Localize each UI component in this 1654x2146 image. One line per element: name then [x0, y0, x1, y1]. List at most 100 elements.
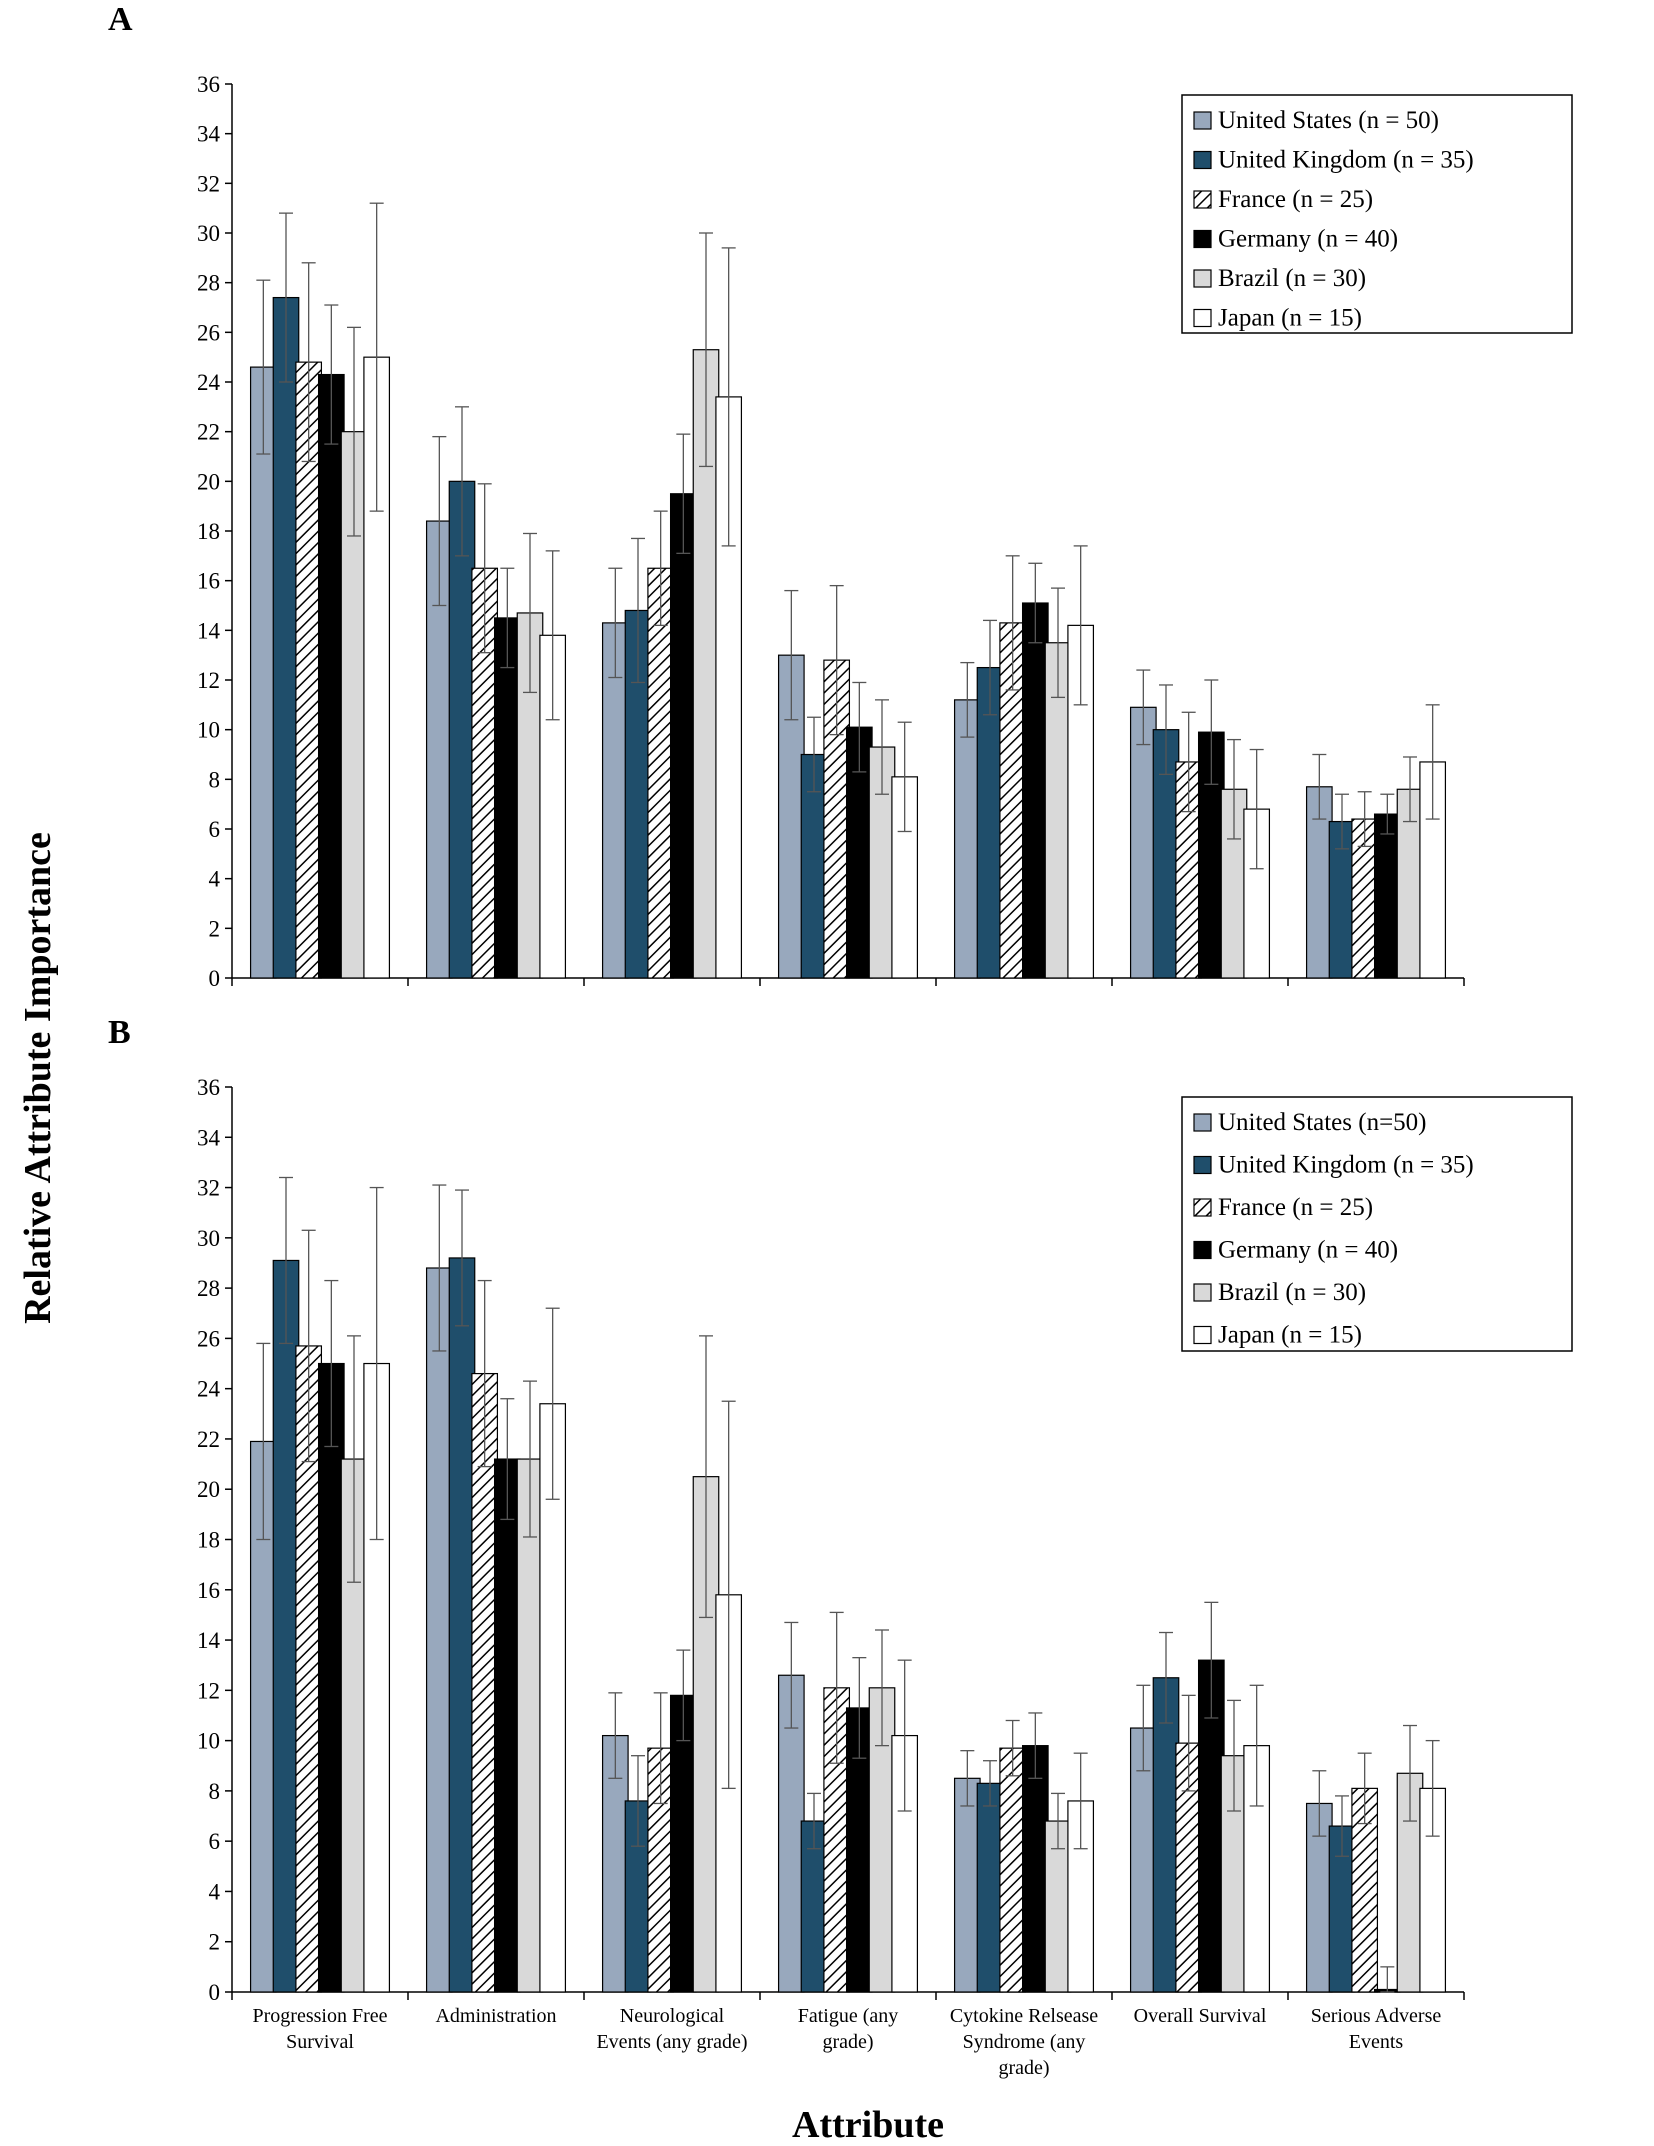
bar [272, 296, 300, 979]
x-tick-label: Fatigue (any [798, 2005, 899, 2027]
x-tick-label: grade) [998, 2057, 1049, 2079]
y-axis-label: Relative Attribute Importance [17, 832, 59, 1324]
y-tick-label: 34 [197, 1125, 221, 1150]
legend-label: France (n = 25) [1218, 1194, 1373, 1221]
legend-swatch [1193, 1283, 1212, 1302]
legend-box [1181, 94, 1573, 334]
y-tick-label: 8 [209, 767, 221, 792]
panel-label-b: B [108, 1014, 131, 1051]
legend-swatch [1193, 308, 1212, 328]
y-tick-label: 12 [197, 668, 220, 693]
y-tick-label: 32 [197, 171, 220, 196]
bar [1373, 813, 1401, 979]
y-tick-label: 10 [197, 718, 220, 743]
y-tick-label: 6 [209, 817, 221, 842]
y-tick-label: 36 [197, 72, 220, 97]
legend: United States (n=50) United Kingdom (n = … [1181, 1096, 1573, 1352]
legend-swatch [1193, 150, 1212, 170]
y-tick-label: 24 [197, 370, 221, 395]
bar [1021, 602, 1049, 979]
bar [669, 493, 697, 979]
legend-swatch [1193, 269, 1212, 288]
legend-swatch [1193, 1325, 1212, 1345]
y-tick-label: 32 [197, 1176, 220, 1201]
legend-swatch [1193, 229, 1212, 249]
y-tick-label: 20 [197, 1477, 220, 1502]
x-tick-label: Syndrome (any [963, 2031, 1086, 2053]
x-tick-label: Survival [286, 2031, 354, 2053]
legend-label: Brazil (n = 30) [1218, 1279, 1366, 1306]
legend: United States (n = 50) United Kingdom (n … [1181, 94, 1573, 334]
legend-label: United States (n=50) [1218, 1109, 1427, 1136]
bar [1152, 1677, 1180, 1993]
bar [448, 1257, 476, 1993]
bar [953, 699, 981, 979]
x-tick-label: Administration [435, 2005, 556, 2027]
bar [448, 480, 476, 979]
y-tick-label: 34 [197, 122, 221, 147]
y-tick-label: 6 [209, 1829, 221, 1854]
bar [1396, 1772, 1424, 1993]
bar [999, 1747, 1027, 1993]
bar [601, 622, 629, 979]
y-tick-label: 0 [209, 966, 221, 991]
bar [295, 361, 323, 979]
y-tick-label: 10 [197, 1729, 220, 1754]
bar [516, 1458, 544, 1993]
y-tick-label: 16 [197, 569, 220, 594]
x-tick-label: Cytokine Relsease [950, 2005, 1098, 2027]
bar [493, 617, 521, 979]
bar [471, 1372, 499, 1993]
bar [317, 373, 345, 979]
legend-label: Brazil (n = 30) [1218, 265, 1366, 292]
y-tick-label: 28 [197, 271, 220, 296]
x-tick-label: Serious Adverse [1311, 2005, 1442, 2027]
y-tick-label: 30 [197, 221, 220, 246]
legend-swatch [1193, 1113, 1212, 1132]
x-tick-label: Overall Survival [1134, 2005, 1267, 2027]
legend-label: United Kingdom (n = 35) [1218, 147, 1474, 174]
bar [1021, 1745, 1049, 1993]
y-tick-label: 22 [197, 1427, 220, 1452]
legend-label: United Kingdom (n = 35) [1218, 1152, 1474, 1179]
legend-label: Japan (n = 15) [1218, 1322, 1362, 1349]
legend-swatch [1193, 111, 1212, 130]
y-tick-label: 12 [197, 1678, 220, 1703]
bar [249, 366, 277, 979]
y-tick-label: 8 [209, 1779, 221, 1804]
legend-swatch [1193, 1198, 1212, 1217]
y-tick-label: 28 [197, 1276, 220, 1301]
y-tick-label: 4 [209, 867, 221, 892]
legend-label: France (n = 25) [1218, 186, 1373, 213]
x-tick-label: Neurological [620, 2005, 725, 2027]
y-tick-label: 4 [209, 1879, 221, 1904]
y-tick-label: 0 [209, 1980, 221, 2005]
y-tick-label: 24 [197, 1377, 221, 1402]
x-tick-label: Progression Free [253, 2005, 388, 2027]
legend-label: Japan (n = 15) [1218, 305, 1362, 332]
legend-label: Germany (n = 40) [1218, 1237, 1398, 1264]
y-tick-label: 26 [197, 320, 220, 345]
bar [1044, 642, 1072, 979]
chart-panel-b: 024681012141618202224262830323436Progres… [197, 1075, 1573, 2079]
bar [976, 1782, 1004, 1993]
y-tick-label: 14 [197, 1628, 221, 1653]
legend-swatch [1193, 1155, 1212, 1175]
y-tick-label: 30 [197, 1226, 220, 1251]
y-tick-label: 20 [197, 469, 220, 494]
x-axis-label: Attribute [792, 2104, 944, 2146]
bar [953, 1777, 981, 1993]
y-tick-label: 36 [197, 1075, 220, 1100]
y-tick-label: 2 [209, 916, 221, 941]
bar [1129, 706, 1157, 979]
legend-label: United States (n = 50) [1218, 107, 1439, 134]
chart-panel-a: 024681012141618202224262830323436United … [197, 72, 1573, 991]
legend-swatch [1193, 1240, 1212, 1260]
bar [272, 1259, 300, 1993]
legend-box [1181, 1096, 1573, 1352]
legend-swatch [1193, 190, 1212, 209]
panel-label-a: A [108, 1, 133, 38]
y-tick-label: 2 [209, 1930, 221, 1955]
y-tick-label: 16 [197, 1578, 220, 1603]
